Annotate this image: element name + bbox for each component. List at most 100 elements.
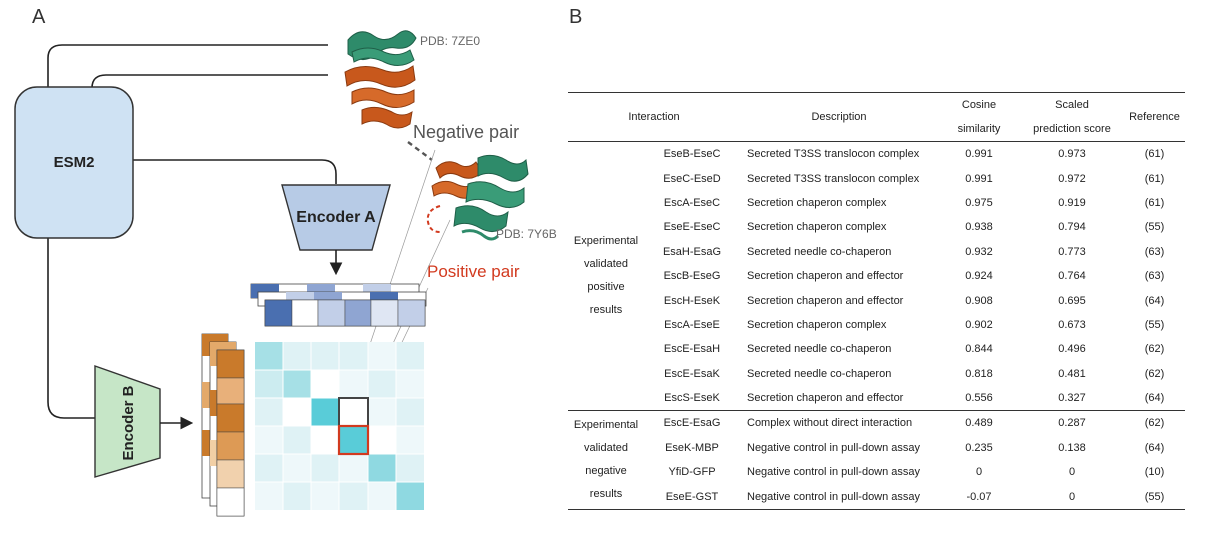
- header-interaction: Interaction: [628, 111, 680, 123]
- table-row: EseK-MBP Negative control in pull-down as…: [568, 436, 1185, 460]
- cell-scaled: 0.496: [1058, 343, 1086, 356]
- cell-interaction: YfiD-GFP: [668, 466, 716, 479]
- cell-cosine: 0.902: [965, 318, 993, 331]
- header-cosine-line1: Cosine: [961, 99, 997, 111]
- cell-interaction: EscA-EseE: [664, 318, 720, 331]
- connector-encoder-b: [47, 238, 98, 419]
- cell-reference: (62): [1144, 367, 1165, 380]
- cell-description: Secretion chaperon complex: [747, 196, 887, 209]
- cell-interaction: EseE-GST: [665, 490, 719, 503]
- cell-scaled: 0.287: [1058, 417, 1086, 430]
- cell-interaction: EscB-EseG: [663, 270, 721, 283]
- cell-cosine: -0.07: [966, 490, 992, 503]
- architecture-diagram: ESM2 Encoder A Encoder B PDB: 7ZE0 Negat…: [14, 30, 557, 517]
- table-row: Experimental validated positive results EseB…: [568, 142, 1185, 316]
- protein-structure-7ze0-icon: [344, 30, 417, 129]
- header-scaled: Scaled prediction score: [1020, 93, 1124, 142]
- table-row: EscA-EseC Secretion chaperon complex 0.975…: [568, 191, 1185, 215]
- encoder-b-embeddings: [201, 333, 245, 517]
- cell-reference: (64): [1144, 294, 1165, 307]
- cell-description: Secreted T3SS translocon complex: [747, 172, 920, 185]
- cell-description: Complex without direct interaction: [747, 417, 913, 430]
- cell-cosine: 0.932: [965, 245, 993, 258]
- cell-cosine: 0.556: [965, 392, 993, 405]
- cell-reference: (62): [1144, 343, 1165, 356]
- cell-cosine: 0.489: [965, 417, 993, 430]
- cell-scaled: 0.773: [1058, 245, 1086, 258]
- cell-scaled: 0.481: [1058, 367, 1086, 380]
- interaction-table: Interaction Description Cosine similarit…: [568, 92, 1185, 510]
- cell-interaction: EseK-MBP: [665, 441, 719, 454]
- group-label-line: results: [589, 488, 623, 501]
- encoder-a-block: [281, 184, 391, 251]
- table-row: EscB-EseG Secretion chaperon and effector…: [568, 264, 1185, 288]
- cell-cosine: 0.991: [965, 172, 993, 185]
- cell-description: Secretion chaperon and effector: [747, 270, 904, 283]
- header-reference: Reference: [1129, 111, 1180, 123]
- cell-scaled: 0: [1068, 490, 1076, 503]
- esm2-box: [14, 86, 134, 239]
- encoder-b-block: [94, 365, 161, 478]
- cell-reference: (55): [1144, 490, 1165, 503]
- table-row: EseC-EseD Secreted T3SS translocon comple…: [568, 166, 1185, 190]
- cell-reference: (10): [1144, 466, 1165, 479]
- cell-reference: (61): [1144, 148, 1165, 161]
- table-body: Experimental validated positive results EseB…: [568, 142, 1185, 510]
- cell-reference: (64): [1144, 441, 1165, 454]
- table-row: EscH-EseK Secretion chaperon and effector…: [568, 288, 1185, 312]
- cell-interaction: EscH-EseK: [663, 294, 721, 307]
- header-scaled-line1: Scaled: [1055, 99, 1089, 111]
- positive-pair-cell: [337, 424, 370, 456]
- cell-interaction: EseE-EseC: [663, 221, 721, 234]
- cell-description: Secretion chaperon complex: [747, 318, 887, 331]
- cell-cosine: 0.908: [965, 294, 993, 307]
- cell-scaled: 0.695: [1058, 294, 1086, 307]
- table-row: EscE-EsaH Secreted needle co-chaperon 0.84…: [568, 337, 1185, 361]
- cell-reference: (61): [1144, 196, 1165, 209]
- group-label-line: results: [589, 304, 623, 317]
- group-label: Experimental validated negative results: [568, 411, 644, 510]
- cell-cosine: 0.924: [965, 270, 993, 283]
- negative-pair-dash: [407, 141, 433, 161]
- cell-reference: (63): [1144, 270, 1165, 283]
- cell-description: Secretion chaperon complex: [747, 221, 887, 234]
- similarity-matrix: [255, 342, 424, 510]
- header-cosine-line2: similarity: [957, 123, 1001, 135]
- group-label-line: negative: [585, 465, 627, 478]
- group-label-line: positive: [587, 281, 625, 294]
- cell-interaction: EscE-EsaG: [663, 417, 721, 430]
- cell-reference: (63): [1144, 245, 1165, 258]
- cell-interaction: EscS-EseK: [664, 392, 720, 405]
- cell-scaled: 0.138: [1058, 441, 1086, 454]
- cell-description: Negative control in pull-down assay: [747, 466, 921, 479]
- group-label-line: Experimental: [573, 419, 639, 432]
- table-row: EscA-EseE Secretion chaperon complex 0.902…: [568, 313, 1185, 337]
- protein-structure-7y6b-icon: [426, 154, 529, 241]
- pdb-7ze0-label: PDB: 7ZE0: [420, 34, 480, 48]
- cell-cosine: 0.235: [965, 441, 993, 454]
- encoder-b-label: Encoder B: [120, 385, 137, 460]
- group-label: Experimental validated positive results: [568, 142, 644, 411]
- cell-scaled: 0: [1068, 466, 1076, 479]
- table-row: EseE-GST Negative control in pull-down as…: [568, 484, 1185, 510]
- table-row: EsaH-EsaG Secreted needle co-chaperon 0.93…: [568, 240, 1185, 264]
- cell-cosine: 0.975: [965, 196, 993, 209]
- cell-interaction: EscE-EsaH: [663, 343, 721, 356]
- panel-a-letter: A: [32, 6, 46, 28]
- table-row: YfiD-GFP Negative control in pull-down as…: [568, 460, 1185, 484]
- cell-cosine: 0.844: [965, 343, 993, 356]
- pdb-7y6b-label: PDB: 7Y6B: [496, 227, 557, 241]
- cell-description: Negative control in pull-down assay: [747, 441, 921, 454]
- esm2-label: ESM2: [54, 154, 95, 171]
- cell-interaction: EsaH-EsaG: [662, 245, 722, 258]
- cell-interaction: EscA-EseC: [663, 196, 721, 209]
- group-label-line: validated: [583, 442, 629, 455]
- cell-scaled: 0.973: [1058, 148, 1086, 161]
- group-label-line: Experimental: [573, 235, 639, 248]
- cell-scaled: 0.919: [1058, 196, 1086, 209]
- cell-reference: (55): [1144, 221, 1165, 234]
- table-header: Interaction Description Cosine similarit…: [568, 92, 1185, 142]
- encoder-a-label: Encoder A: [296, 209, 376, 226]
- cell-reference: (64): [1144, 392, 1165, 405]
- cell-description: Secreted needle co-chaperon: [747, 245, 892, 258]
